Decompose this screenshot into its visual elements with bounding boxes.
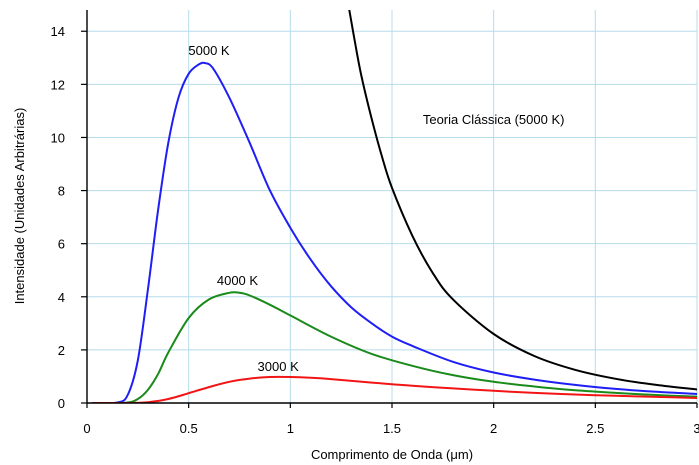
series-annotation: 3000 K [258,359,300,374]
series-lines [92,10,697,403]
grid [87,10,698,403]
series-line-3000-k [92,375,697,403]
x-tick-label: 0 [83,421,90,436]
tick-labels: 0 0.5 1 1.5 2 2.5 3 0 2 4 6 8 10 12 14 [51,24,699,436]
series-annotation: 5000 K [188,43,230,58]
y-tick-label: 8 [58,184,65,199]
x-axis-label: Comprimento de Onda (μm) [311,447,473,462]
y-tick-label: 10 [51,130,65,145]
y-tick-label: 2 [58,343,65,358]
x-tick-label: 2 [490,421,497,436]
y-tick-label: 4 [58,290,65,305]
y-tick-label: 12 [51,77,65,92]
series-annotation: 4000 K [217,273,259,288]
y-tick-label: 14 [51,24,65,39]
x-tick-label: 3 [693,421,699,436]
x-tick-label: 1 [287,421,294,436]
y-axis-label: Intensidade (Unidades Arbitrárias) [12,108,27,305]
annotations: 5000 K 4000 K 3000 K Teoria Clássica (5000 … [188,43,564,374]
x-tick-label: 2.5 [586,421,604,436]
y-tick-label: 6 [58,237,65,252]
series-line-teoria-cl-ssica-5000-k [348,10,697,391]
series-line-5000-k [92,61,697,403]
x-tick-label: 1.5 [383,421,401,436]
series-annotation: Teoria Clássica (5000 K) [423,112,565,127]
series-line-4000-k [92,291,697,403]
x-tick-label: 0.5 [180,421,198,436]
y-tick-label: 0 [58,396,65,411]
axes [81,10,698,408]
